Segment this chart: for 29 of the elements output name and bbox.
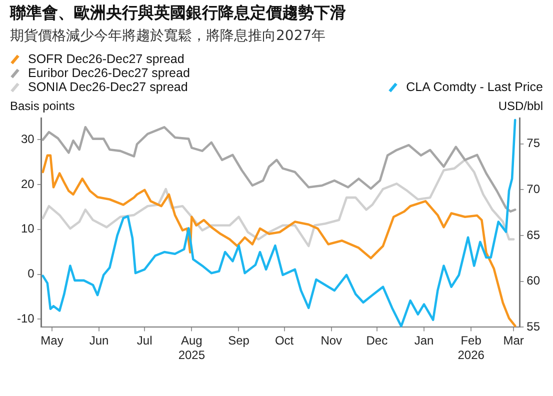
x-tick-label: Aug 2025	[178, 334, 206, 362]
y-axis-title: Basis points	[10, 99, 75, 113]
x-tick-label: Jun	[89, 334, 109, 348]
legend-label: SONIA Dec26-Dec27 spread	[28, 80, 188, 94]
y2-tick-label: 55	[526, 320, 540, 334]
x-tick-label: Sep	[228, 334, 250, 348]
x-tick-label: Jan	[414, 334, 434, 348]
y2-axis-title: USD/bbl	[498, 99, 543, 113]
y-tick-label: 10	[20, 222, 35, 236]
y-tick-label: -10	[17, 311, 35, 326]
y2-tick-label: 65	[526, 228, 540, 242]
y2-tick-label: 70	[526, 182, 540, 196]
y-tick-label: 0	[28, 266, 35, 281]
y2-tick-label: 60	[526, 274, 540, 288]
x-tick-label: Oct	[274, 334, 294, 348]
y-tick-label: 30	[20, 132, 35, 146]
x-tick-label: Dec	[366, 334, 388, 348]
x-tick-label: Jul	[136, 334, 152, 348]
x-tick-label: Feb 2026	[458, 334, 485, 362]
legend-label: CLA Comdty - Last Price	[406, 80, 543, 94]
legend-label: SOFR Dec26-Dec27 spread	[28, 52, 184, 66]
y2-tick-label: 75	[526, 136, 540, 150]
x-tick-label: May	[40, 334, 64, 348]
x-tick-label: Nov	[320, 334, 342, 348]
legend-label: Euribor Dec26-Dec27 spread	[28, 66, 190, 80]
chart-subtitle: 期貨價格減少今年將趨於寬鬆，將降息推向2027年	[10, 27, 326, 45]
y-tick-label: 20	[20, 176, 35, 191]
x-tick-label: Mar	[503, 334, 524, 348]
chart-title: 聯準會、歐洲央行與英國銀行降息定價趨勢下滑	[10, 3, 346, 24]
